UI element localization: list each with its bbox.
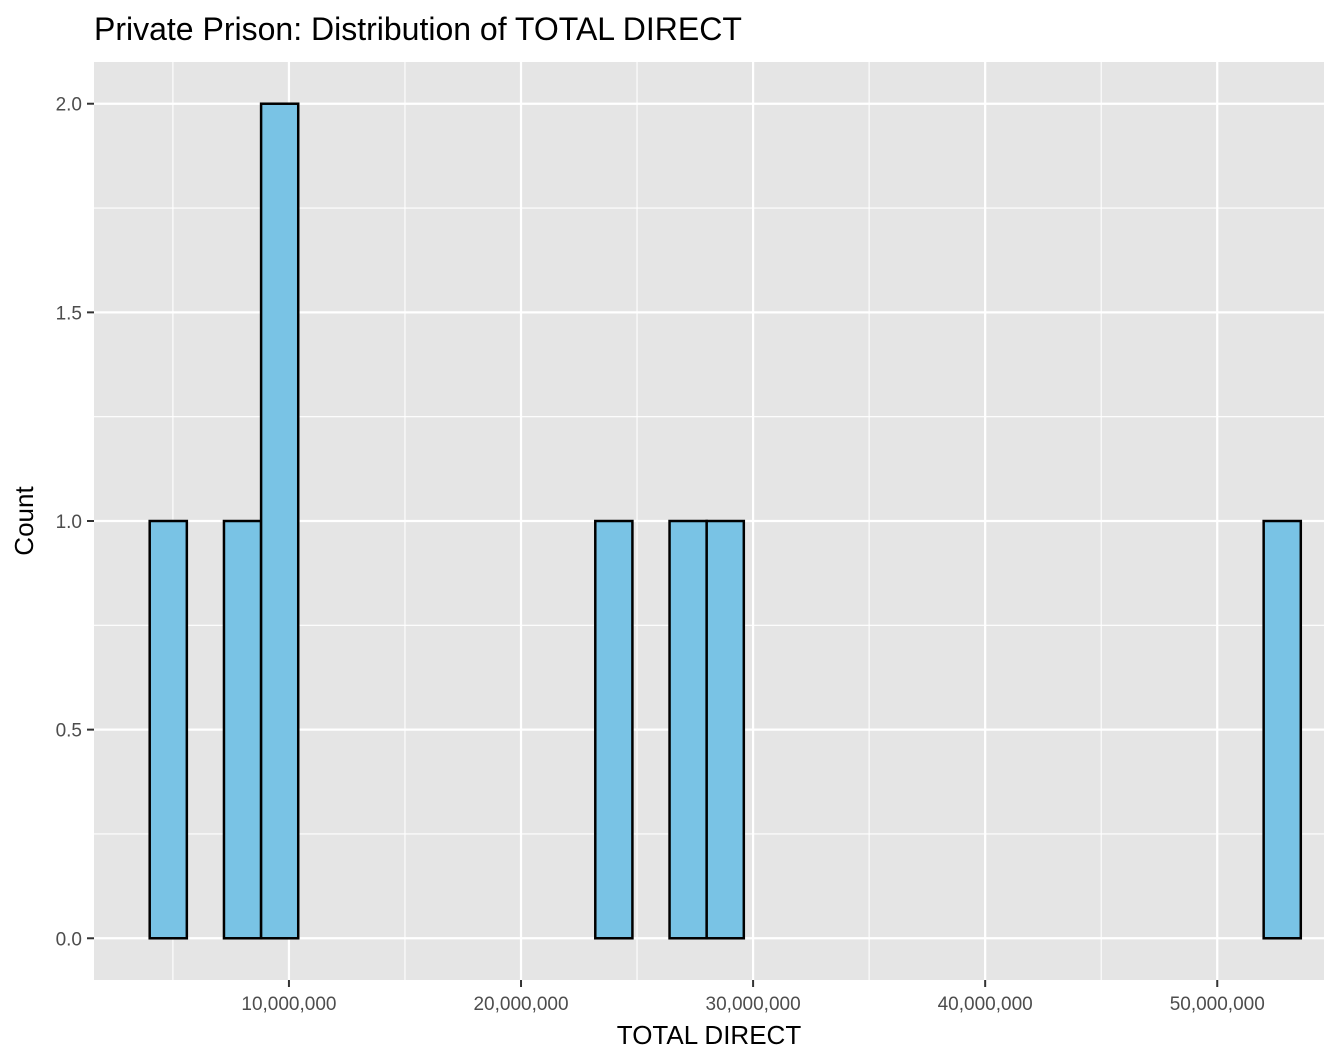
- histogram-bar: [222, 519, 263, 940]
- x-axis-title: TOTAL DIRECT: [617, 1020, 802, 1050]
- y-tick-label: 0.0: [56, 929, 82, 950]
- y-axis-ticks: 0.0 0.5 1.0 1.5 2.0: [56, 95, 94, 950]
- x-tick-label: 40,000,000: [938, 994, 1033, 1015]
- histogram-bar: [594, 519, 634, 940]
- chart-title: Private Prison: Distribution of TOTAL DI…: [94, 11, 742, 47]
- y-tick-label: 0.5: [56, 721, 82, 742]
- x-tick-label: 20,000,000: [473, 994, 568, 1015]
- x-axis-ticks: 10,000,000 20,000,000 30,000,000 40,000,000…: [241, 980, 1265, 1015]
- histogram-bar: [1262, 519, 1303, 940]
- y-tick-label: 2.0: [56, 95, 82, 116]
- histogram-bar: [148, 519, 189, 940]
- y-tick-label: 1.0: [56, 512, 82, 533]
- histogram-bar: [705, 519, 746, 940]
- x-tick-label: 50,000,000: [1170, 994, 1265, 1015]
- histogram-bars: [148, 102, 1303, 940]
- x-tick-label: 30,000,000: [706, 994, 801, 1015]
- x-tick-label: 10,000,000: [241, 994, 336, 1015]
- y-tick-label: 1.5: [56, 303, 82, 324]
- histogram-bar: [668, 519, 708, 940]
- histogram-bar: [259, 102, 300, 940]
- y-axis-title: Count: [9, 486, 39, 556]
